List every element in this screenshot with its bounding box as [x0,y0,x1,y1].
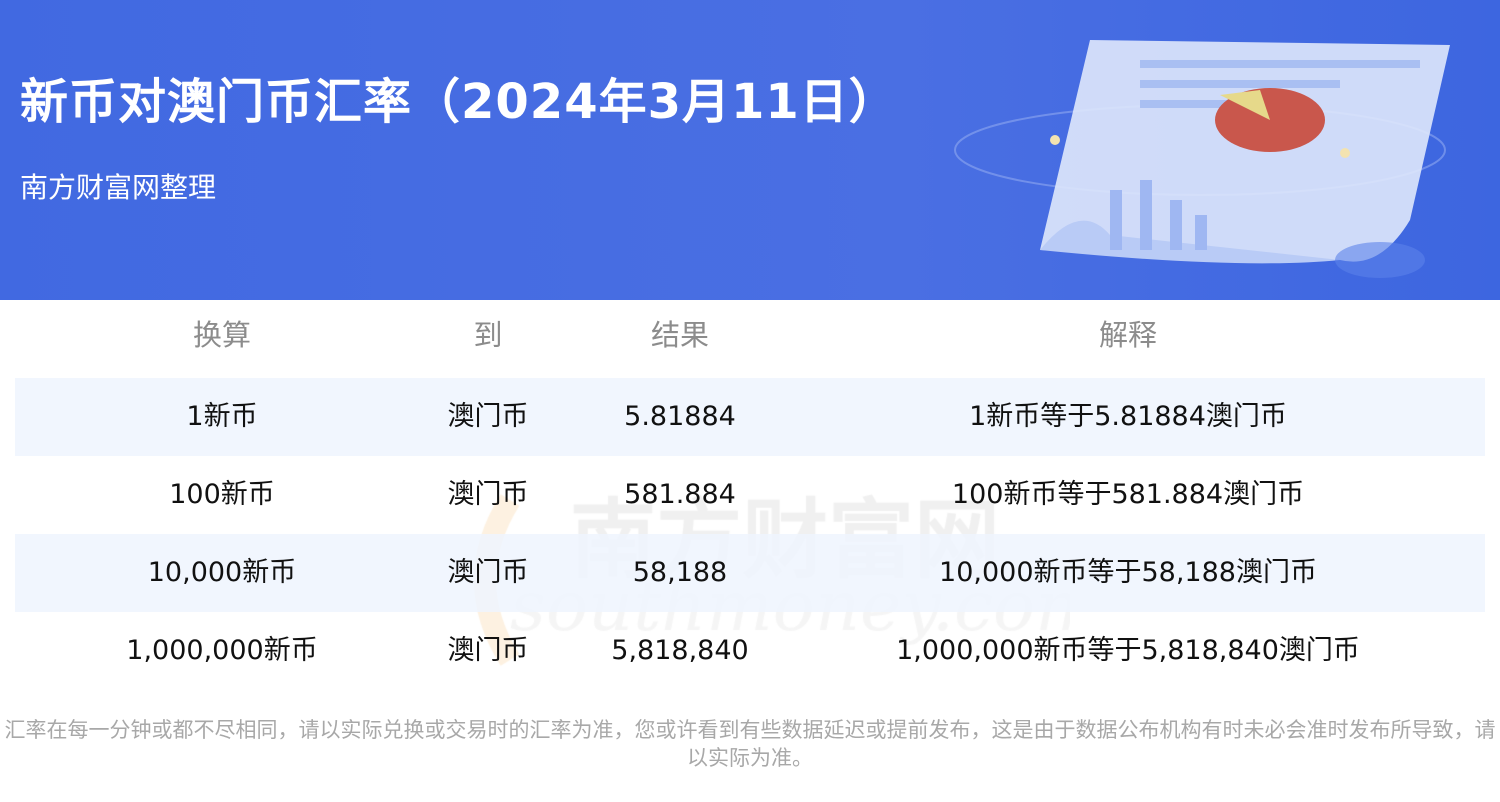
explanation-cell: 10,000新币等于58,188澳门币 [939,557,1317,588]
target-currency-cell: 澳门币 [447,401,529,432]
explanation-cell: 1新币等于5.81884澳门币 [969,401,1287,432]
column-header-to: 到 [473,318,503,352]
column-header-explanation: 解释 [1098,318,1158,352]
target-currency-cell: 澳门币 [447,479,529,510]
amount-cell: 100新币 [169,479,275,510]
result-cell: 5,818,840 [611,635,749,666]
table-row: 1新币 澳门币 5.81884 1新币等于5.81884澳门币 [15,378,1485,456]
table-row: 10,000新币 澳门币 58,188 10,000新币等于58,188澳门币 [15,534,1485,612]
table-header-row: 换算 到 结果 解释 [15,300,1485,378]
column-header-convert: 换算 [192,318,252,352]
amount-cell: 1新币 [186,401,258,432]
disclaimer-note: 汇率在每一分钟或都不尽相同，请以实际兑换或交易时的汇率为准，您或许看到有些数据延… [4,718,1496,770]
result-cell: 5.81884 [624,401,736,432]
table-row: 1,000,000新币 澳门币 5,818,840 1,000,000新币等于5… [15,612,1485,690]
explanation-cell: 1,000,000新币等于5,818,840澳门币 [896,635,1360,666]
column-header-result: 结果 [650,318,710,352]
amount-cell: 1,000,000新币 [126,635,318,666]
exchange-rate-table: 换算 到 结果 解释 1新币 澳门币 5.81884 1新币等于5.81884澳… [15,300,1485,690]
page-subtitle: 南方财富网整理 [20,171,217,204]
page-title: 新币对澳门币汇率（2024年3月11日） [20,74,898,130]
result-cell: 58,188 [632,557,728,588]
explanation-cell: 100新币等于581.884澳门币 [951,479,1305,510]
table-row: 100新币 澳门币 581.884 100新币等于581.884澳门币 [15,456,1485,534]
target-currency-cell: 澳门币 [447,635,529,666]
document-chart-illustration [954,40,1450,278]
amount-cell: 10,000新币 [147,557,297,588]
result-cell: 581.884 [624,479,736,510]
header-banner: 新币对澳门币汇率（2024年3月11日） 南方财富网整理 [0,0,1500,300]
target-currency-cell: 澳门币 [447,557,529,588]
